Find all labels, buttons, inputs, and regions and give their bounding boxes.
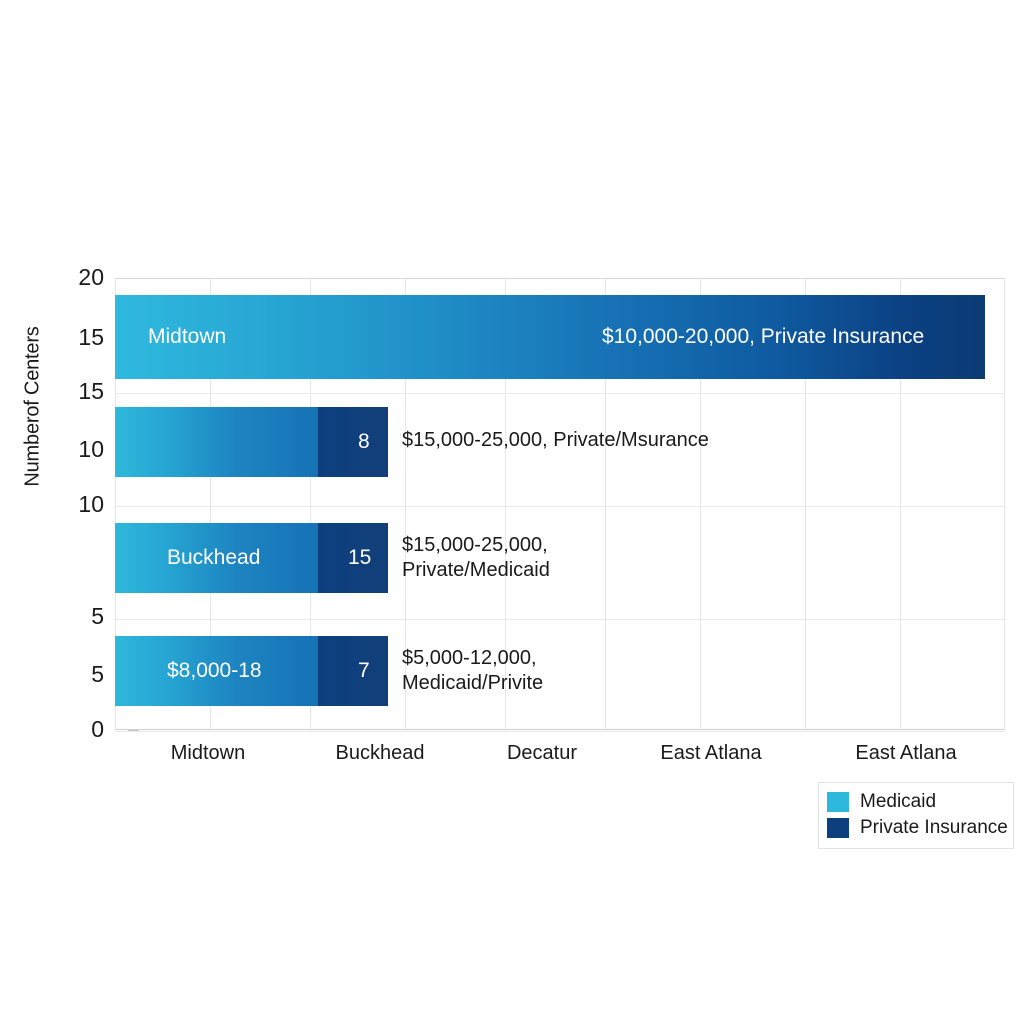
bar-decatur[interactable]: 8 $15,000-25,000, Private/Msurance — [115, 407, 1005, 477]
y-axis-tick-label: 0 — [91, 716, 104, 742]
bar-inner-label: Midtown — [148, 325, 227, 348]
y-axis-tick-mark — [128, 730, 139, 731]
bar-value-label: 8 — [358, 430, 370, 453]
y-axis-tick-label: 5 — [91, 661, 104, 687]
bar-segment-medicaid[interactable] — [115, 636, 318, 706]
bar-annotation-label: $5,000-12,000, Medicaid/Privite — [402, 647, 544, 694]
bar-value-label: 7 — [358, 659, 370, 682]
plot-area: Midtown $10,000-20,000, Private Insurance… — [115, 278, 1005, 732]
bar-segment-medicaid[interactable] — [115, 407, 318, 477]
legend-item[interactable]: Medicaid — [827, 789, 1005, 815]
vertical-gridline — [405, 279, 406, 729]
horizontal-gridline — [115, 393, 1005, 394]
bar-midtown[interactable]: Midtown $10,000-20,000, Private Insurance — [115, 295, 1005, 379]
chart-legend: Medicaid Private Insurance — [818, 782, 1014, 849]
bar-inner-label: Buckhead — [167, 546, 261, 569]
bar-segment-medicaid[interactable] — [115, 523, 318, 593]
vertical-gridline — [1004, 279, 1005, 729]
bar-east-atlanta[interactable]: $8,000-18 7 $5,000-12,000, Medicaid/Privit… — [115, 636, 1005, 706]
vertical-gridline — [505, 279, 506, 729]
vertical-gridline — [210, 279, 211, 729]
y-axis-tick-label: 15 — [78, 378, 104, 404]
horizontal-gridline — [115, 506, 1005, 507]
bar-value-label: 15 — [348, 546, 372, 569]
y-axis: 20 15 15 10 10 5 5 0 — [24, 0, 139, 1024]
x-axis-tick-label: East Atlana — [660, 742, 762, 764]
y-axis-tick-label: 5 — [91, 603, 104, 629]
vertical-gridline — [805, 279, 806, 729]
vertical-gridline — [115, 279, 116, 729]
vertical-gridline — [700, 279, 701, 729]
x-axis: Midtown Buckhead Decatur East Atlana East At… — [115, 742, 1005, 774]
y-axis-tick-label: 20 — [78, 264, 104, 290]
bar-inner-label: $8,000-18 — [167, 659, 262, 682]
legend-item[interactable]: Private Insurance — [827, 815, 1008, 841]
bar-segment-private-insurance[interactable] — [318, 407, 388, 477]
legend-swatch-icon — [827, 818, 849, 838]
x-axis-tick-label: East Atlana — [855, 742, 957, 764]
bar-segment-private-insurance[interactable] — [318, 636, 388, 706]
x-axis-tick-label: Buckhead — [335, 742, 425, 764]
legend-label: Medicaid — [860, 791, 937, 812]
bar-annotation-label: $15,000-25,000, Private/Medicaid — [402, 534, 550, 581]
vertical-gridline — [900, 279, 901, 729]
x-axis-tick-label: Decatur — [506, 742, 578, 764]
y-axis-tick-label: 10 — [78, 491, 104, 517]
vertical-gridline — [605, 279, 606, 729]
bar-segment-private-insurance[interactable] — [318, 523, 388, 593]
horizontal-gridline — [115, 731, 1005, 732]
x-axis-tick-label: Midtown — [170, 742, 246, 764]
bar-segment-combined[interactable] — [115, 295, 985, 379]
vertical-gridline — [310, 279, 311, 729]
bar-annotation-label: $15,000-25,000, Private/Msurance — [402, 429, 709, 451]
y-axis-tick-label: 10 — [78, 436, 104, 462]
bar-value-label: $10,000-20,000, Private Insurance — [602, 325, 925, 348]
y-axis-tick-label: 15 — [78, 324, 104, 350]
legend-label: Private Insurance — [860, 817, 1008, 838]
bar-buckhead[interactable]: Buckhead 15 $15,000-25,000, Private/Medica… — [115, 523, 1005, 593]
horizontal-gridline — [115, 619, 1005, 620]
legend-swatch-icon — [827, 792, 849, 812]
